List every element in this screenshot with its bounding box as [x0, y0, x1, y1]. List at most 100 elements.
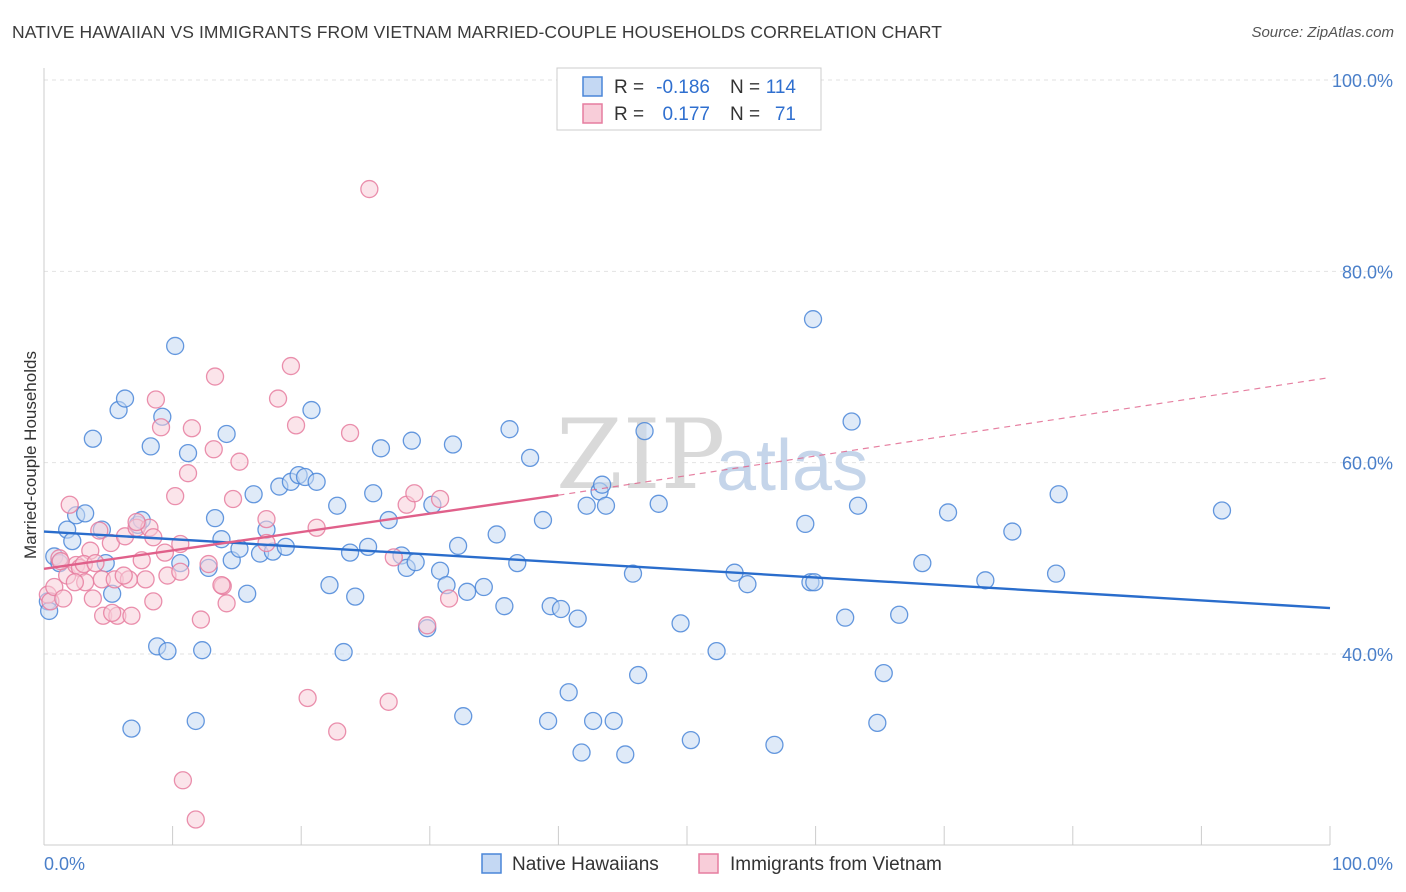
data-point	[257, 509, 276, 529]
data-point	[230, 452, 249, 471]
data-point	[681, 730, 701, 750]
data-point	[193, 641, 212, 660]
data-point	[328, 496, 347, 515]
legend-swatch-immigrants-vietnam	[582, 103, 603, 124]
y-tick-labels: 40.0% 60.0% 80.0% 100.0%	[1332, 71, 1393, 665]
data-point	[166, 336, 185, 356]
data-point	[568, 609, 587, 628]
trend-line-extension	[558, 376, 1331, 496]
data-point	[649, 494, 668, 513]
data-point	[418, 616, 437, 635]
data-point	[166, 486, 185, 506]
data-point	[616, 745, 635, 764]
legend-n-value-immigrants-vietnam: 71	[775, 104, 796, 125]
legend-r-value-immigrants-vietnam: 0.177	[662, 104, 710, 125]
data-point	[976, 571, 995, 590]
data-point	[212, 575, 231, 595]
data-point	[364, 484, 383, 503]
data-point	[938, 503, 958, 522]
data-point	[628, 665, 648, 685]
data-point	[186, 810, 205, 829]
data-point	[238, 584, 257, 603]
data-point	[302, 400, 321, 420]
data-point	[1212, 501, 1232, 520]
data-point	[448, 536, 468, 556]
data-point	[379, 692, 398, 711]
y-axis-label: Married-couple Households	[21, 351, 40, 559]
data-point	[171, 562, 190, 581]
series-legend-native-hawaiians: Native Hawaiians	[512, 854, 659, 875]
data-point	[136, 570, 155, 589]
data-point	[796, 514, 815, 534]
data-point	[281, 356, 301, 376]
data-point	[65, 573, 85, 592]
data-point	[340, 543, 360, 562]
data-point	[443, 435, 463, 454]
legend-r-label: R =	[614, 104, 644, 125]
data-point	[158, 641, 177, 661]
x-tick-labels: 0.0% 100.0%	[44, 854, 1393, 874]
data-point	[592, 475, 612, 494]
data-point	[307, 518, 326, 537]
data-point	[1049, 485, 1068, 504]
data-point	[765, 735, 784, 755]
trend-lines	[43, 376, 1331, 610]
data-point	[405, 484, 424, 503]
data-point	[286, 416, 306, 435]
data-point	[127, 512, 146, 532]
data-point	[604, 711, 623, 731]
data-point	[340, 423, 360, 443]
data-point	[559, 683, 578, 702]
legend-swatch-native-hawaiians	[582, 76, 603, 97]
data-point	[83, 429, 103, 448]
data-point	[244, 485, 263, 504]
legend-r-value-native-hawaiians: -0.186	[656, 77, 710, 98]
data-point	[868, 713, 887, 733]
data-point	[572, 743, 591, 762]
data-point	[533, 510, 553, 530]
watermark: ZIP atlas	[556, 399, 868, 511]
y-tick-label: 80.0%	[1342, 262, 1393, 282]
data-point	[635, 421, 654, 441]
data-point	[320, 575, 339, 595]
data-point	[500, 420, 519, 439]
series-legend: Native Hawaiians Immigrants from Vietnam	[481, 853, 942, 875]
data-point	[474, 577, 493, 597]
data-point	[551, 599, 571, 619]
data-point	[577, 496, 596, 515]
data-point	[890, 605, 909, 624]
x-tick-label: 100.0%	[1332, 854, 1393, 874]
data-point	[1003, 522, 1022, 541]
y-tick-label: 100.0%	[1332, 71, 1393, 91]
chart-title: NATIVE HAWAIIAN VS IMMIGRANTS FROM VIETN…	[12, 22, 943, 42]
data-point	[114, 566, 133, 585]
data-point	[623, 564, 643, 583]
series-legend-swatch-native-hawaiians	[481, 853, 502, 874]
data-point	[439, 589, 459, 608]
data-point	[298, 688, 317, 708]
data-point	[671, 614, 690, 633]
data-point	[520, 448, 540, 468]
data-point	[103, 603, 122, 623]
data-point	[63, 531, 82, 551]
x-tick-label: 0.0%	[44, 854, 85, 874]
data-point	[328, 722, 347, 741]
data-point	[508, 553, 527, 573]
axes	[43, 68, 1331, 846]
trend-line	[43, 530, 1331, 610]
data-point	[217, 424, 236, 444]
data-point	[803, 310, 823, 329]
watermark-atlas: atlas	[716, 426, 868, 506]
data-point	[122, 719, 141, 738]
y-tick-label: 40.0%	[1342, 645, 1393, 665]
data-point	[842, 412, 861, 431]
data-point	[204, 440, 223, 459]
data-point	[836, 608, 855, 627]
stats-legend: R = -0.186 N = 114 R = 0.177 N = 71	[556, 67, 822, 131]
data-point	[146, 390, 166, 409]
data-point	[205, 509, 225, 528]
data-point	[173, 771, 193, 790]
data-point	[217, 594, 236, 613]
data-point	[122, 606, 141, 625]
